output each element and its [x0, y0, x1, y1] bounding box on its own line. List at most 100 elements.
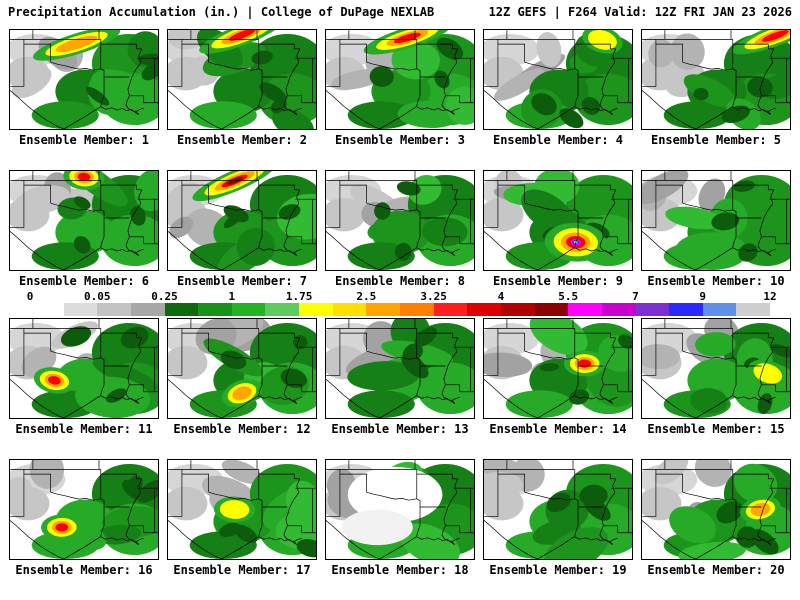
ensemble-grid-top: Ensemble Member: 1 Ensemble Member: 2 Ense…	[0, 29, 800, 311]
precip-map-member-8	[325, 170, 475, 271]
ensemble-panel-19: Ensemble Member: 19	[483, 459, 633, 578]
ensemble-member-label: Ensemble Member: 15	[647, 422, 785, 436]
colorbar-tick-label: 0.25	[151, 290, 178, 303]
ensemble-panel-16: Ensemble Member: 16	[9, 459, 159, 578]
ensemble-member-label: Ensemble Member: 6	[18, 274, 150, 288]
precip-map-member-18	[325, 459, 475, 560]
colorbar-segment	[635, 303, 670, 316]
colorbar-segment	[568, 303, 602, 316]
colorbar-tick-label: 2.5	[356, 290, 377, 303]
ensemble-panel-11: Ensemble Member: 11	[9, 318, 159, 437]
colorbar-segment	[601, 303, 636, 316]
ensemble-member-label: Ensemble Member: 19	[489, 563, 627, 577]
precip-map-member-2	[167, 29, 317, 130]
colorbar-segment	[164, 303, 199, 316]
ensemble-panel-4: Ensemble Member: 4	[483, 29, 633, 148]
product-title: Precipitation Accumulation (in.) | Colle…	[8, 5, 435, 19]
precip-map-member-6	[9, 170, 159, 271]
ensemble-member-label: Ensemble Member: 8	[334, 274, 466, 288]
ensemble-member-label: Ensemble Member: 20	[647, 563, 785, 577]
precip-map-member-1	[9, 29, 159, 130]
precip-map-member-14	[483, 318, 633, 419]
colorbar-tick-label: 7	[632, 290, 639, 303]
colorbar-segment	[366, 303, 401, 316]
colorbar-segment	[97, 303, 131, 316]
colorbar-tick-label: 3.25	[420, 290, 447, 303]
precip-map-member-19	[483, 459, 633, 560]
colorbar-segment	[534, 303, 569, 316]
ensemble-panel-1: Ensemble Member: 1	[9, 29, 159, 148]
ensemble-member-label: Ensemble Member: 10	[647, 274, 785, 288]
colorbar-segment	[63, 303, 98, 316]
precip-map-member-20	[641, 459, 791, 560]
ensemble-member-label: Ensemble Member: 9	[492, 274, 624, 288]
ensemble-panel-5: Ensemble Member: 5	[641, 29, 791, 148]
ensemble-panel-7: Ensemble Member: 7	[167, 170, 317, 289]
valid-time-title: 12Z GEFS | F264 Valid: 12Z FRI JAN 23 20…	[488, 5, 792, 19]
ensemble-grid-bottom: Ensemble Member: 11 Ensemble Member: 12 En…	[0, 318, 800, 600]
ensemble-panel-8: Ensemble Member: 8	[325, 170, 475, 289]
colorbar-segment	[231, 303, 266, 316]
colorbar-tick-label: 12	[763, 290, 777, 303]
colorbar-tick-label: 4	[497, 290, 505, 303]
colorbar-segment	[265, 303, 300, 316]
colorbar-tick-label: 0.05	[84, 290, 111, 303]
ensemble-member-label: Ensemble Member: 12	[173, 422, 311, 436]
ensemble-panel-17: Ensemble Member: 17	[167, 459, 317, 578]
ensemble-member-label: Ensemble Member: 13	[331, 422, 469, 436]
precip-map-member-9	[483, 170, 633, 271]
ensemble-member-label: Ensemble Member: 1	[18, 133, 150, 147]
colorbar-segment	[130, 303, 165, 316]
colorbar-segment	[30, 303, 64, 316]
colorbar-tick-label: 1.75	[285, 290, 313, 303]
precip-map-member-17	[167, 459, 317, 560]
precip-map-member-13	[325, 318, 475, 419]
colorbar-segment	[702, 303, 737, 316]
ensemble-member-label: Ensemble Member: 5	[650, 133, 782, 147]
ensemble-panel-2: Ensemble Member: 2	[167, 29, 317, 148]
ensemble-row-4: Ensemble Member: 16 Ensemble Member: 17 En…	[0, 459, 800, 578]
precip-map-member-5	[641, 29, 791, 130]
header-bar: Precipitation Accumulation (in.) | Colle…	[8, 5, 792, 19]
ensemble-member-label: Ensemble Member: 17	[173, 563, 311, 577]
ensemble-member-label: Ensemble Member: 16	[15, 563, 153, 577]
colorbar-gradient	[30, 303, 771, 316]
colorbar-tick-label: 0	[26, 290, 34, 303]
precip-map-member-15	[641, 318, 791, 419]
colorbar-segment	[500, 303, 535, 316]
ensemble-member-label: Ensemble Member: 18	[331, 563, 469, 577]
precip-map-member-11	[9, 318, 159, 419]
ensemble-member-label: Ensemble Member: 4	[492, 133, 624, 147]
ensemble-row-2: Ensemble Member: 6 Ensemble Member: 7 Ense…	[0, 170, 800, 289]
ensemble-member-label: Ensemble Member: 2	[176, 133, 308, 147]
colorbar-segment	[467, 303, 501, 316]
ensemble-member-label: Ensemble Member: 11	[15, 422, 153, 436]
ensemble-panel-20: Ensemble Member: 20	[641, 459, 791, 578]
ensemble-row-3: Ensemble Member: 11 Ensemble Member: 12 En…	[0, 318, 800, 437]
precip-map-member-10	[641, 170, 791, 271]
colorbar-tick-label: 5.5	[558, 290, 579, 303]
ensemble-panel-3: Ensemble Member: 3	[325, 29, 475, 148]
precip-map-member-4	[483, 29, 633, 130]
colorbar-tick-labels: 0 0.05 0.25 1 1.75 2.5 3.25 4 5.5 7 9 12	[26, 290, 777, 303]
ensemble-panel-15: Ensemble Member: 15	[641, 318, 791, 437]
colorbar-segment	[400, 303, 434, 316]
ensemble-panel-14: Ensemble Member: 14	[483, 318, 633, 437]
ensemble-member-label: Ensemble Member: 3	[334, 133, 466, 147]
colorbar-segment	[433, 303, 468, 316]
precip-map-member-12	[167, 318, 317, 419]
ensemble-panel-6: Ensemble Member: 6	[9, 170, 159, 289]
ensemble-panel-13: Ensemble Member: 13	[325, 318, 475, 437]
precip-map-member-3	[325, 29, 475, 130]
colorbar-segment	[736, 303, 771, 316]
ensemble-panel-9: Ensemble Member: 9	[483, 170, 633, 289]
ensemble-panel-10: Ensemble Member: 10	[641, 170, 791, 289]
colorbar-segment	[198, 303, 232, 316]
colorbar: 0 0.05 0.25 1 1.75 2.5 3.25 4 5.5 7 9 12	[26, 290, 777, 316]
colorbar-tick-label: 9	[699, 290, 707, 303]
colorbar-segment	[669, 303, 703, 316]
ensemble-panel-18: Ensemble Member: 18	[325, 459, 475, 578]
precip-map-member-7	[167, 170, 317, 271]
ensemble-row-1: Ensemble Member: 1 Ensemble Member: 2 Ense…	[0, 29, 800, 148]
ensemble-member-label: Ensemble Member: 14	[489, 422, 627, 436]
